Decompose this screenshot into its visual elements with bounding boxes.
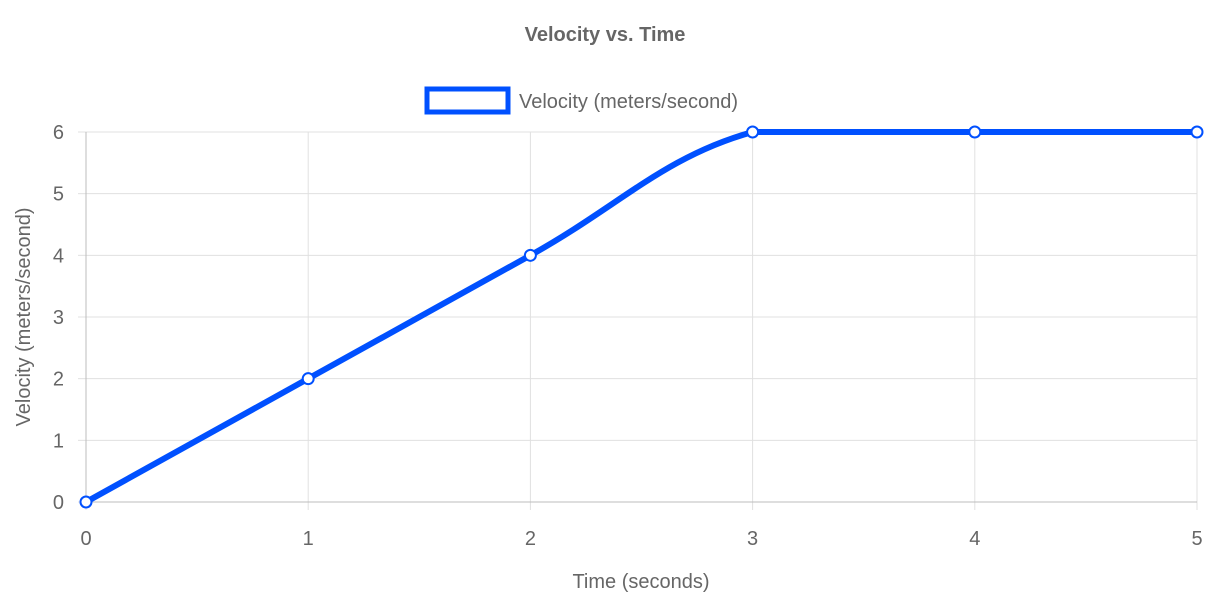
- data-point: [968, 125, 982, 139]
- x-tick-label: 4: [969, 528, 980, 550]
- legend-label: Velocity (meters/second): [519, 91, 738, 113]
- series-layer: [79, 125, 1204, 509]
- legend-swatch: [424, 86, 511, 115]
- legend[interactable]: Velocity (meters/second): [424, 86, 738, 115]
- axes: [85, 132, 1197, 503]
- data-point: [301, 372, 315, 386]
- x-tick-label: 3: [747, 528, 758, 550]
- x-tick-label: 1: [303, 528, 314, 550]
- x-tick-label: 2: [525, 528, 536, 550]
- tick-labels: 0 1 2 3 4 5 0 1 2 3 4 5 6: [53, 122, 1203, 550]
- y-tick-label: 0: [53, 492, 64, 514]
- y-tick-label: 2: [53, 369, 64, 391]
- y-tick-label: 5: [53, 184, 64, 206]
- y-tick-label: 6: [53, 122, 64, 144]
- y-tick-label: 4: [53, 245, 64, 267]
- data-point: [523, 248, 537, 262]
- data-point: [79, 495, 93, 509]
- x-axis-title: Time (seconds): [572, 571, 709, 593]
- x-tick-label: 0: [80, 528, 91, 550]
- data-point: [746, 125, 760, 139]
- series-line: [83, 129, 1200, 505]
- chart-title: Velocity vs. Time: [525, 24, 686, 46]
- y-axis-title: Velocity (meters/second): [13, 208, 35, 427]
- x-tick-label: 5: [1191, 528, 1202, 550]
- y-tick-label: 3: [53, 307, 64, 329]
- y-tick-label: 1: [53, 430, 64, 452]
- data-point: [1190, 125, 1204, 139]
